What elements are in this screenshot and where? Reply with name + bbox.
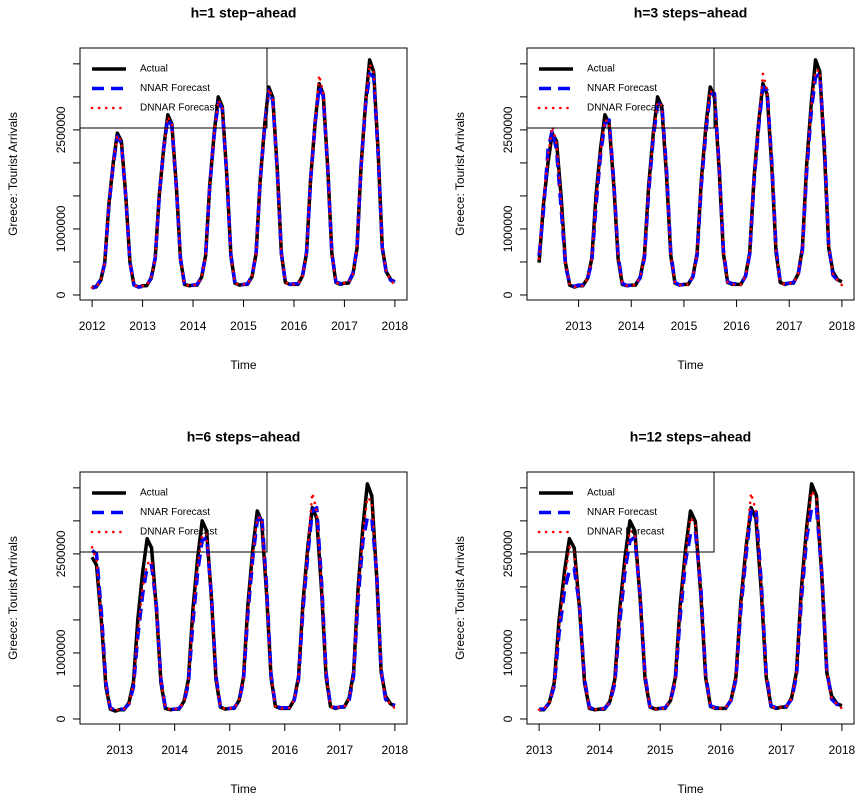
y-tick-label: 1000000 — [501, 205, 515, 252]
x-tick-label: 2015 — [230, 319, 257, 333]
y-tick-label: 2500000 — [54, 530, 68, 577]
legend-label: Actual — [587, 488, 615, 499]
x-axis-label: Time — [677, 358, 704, 372]
x-tick-label: 2014 — [586, 743, 613, 757]
series-line — [92, 58, 396, 289]
series-line — [537, 69, 844, 289]
series-line — [537, 72, 843, 289]
panel: h=1 step−ahead Time Greece: Tourist Arriva… — [6, 5, 408, 372]
chart-title: h=1 step−ahead — [191, 5, 297, 21]
legend-label: DNNAR Forecast — [140, 527, 217, 538]
legend-box — [79, 471, 268, 553]
series-line — [539, 482, 843, 712]
x-tick-label: 2016 — [281, 319, 308, 333]
legend-label: Actual — [587, 64, 615, 75]
x-tick-label: 2014 — [618, 319, 645, 333]
x-tick-label: 2015 — [216, 743, 243, 757]
chart-title: h=12 steps−ahead — [630, 429, 751, 445]
y-axis-label: Greece: Tourist Arrivals — [6, 112, 20, 236]
y-tick-label: 0 — [501, 715, 515, 722]
panel: h=6 steps−ahead Time Greece: Tourist Arriv… — [6, 429, 408, 796]
y-tick-label: 2500000 — [501, 106, 515, 153]
legend-box — [526, 47, 715, 129]
series-line — [537, 489, 844, 712]
x-tick-label: 2015 — [647, 743, 674, 757]
chart-title: h=6 steps−ahead — [187, 429, 301, 445]
legend-box — [526, 471, 715, 553]
x-tick-label: 2013 — [565, 319, 592, 333]
panel: h=3 steps−ahead Time Greece: Tourist Arriv… — [453, 5, 855, 372]
x-tick-label: 2017 — [331, 319, 358, 333]
x-axis-label: Time — [230, 358, 257, 372]
x-tick-label: 2018 — [829, 743, 856, 757]
legend-label: DNNAR Forecast — [140, 103, 217, 114]
x-tick-label: 2018 — [382, 319, 409, 333]
x-tick-label: 2017 — [776, 319, 803, 333]
x-tick-label: 2013 — [129, 319, 156, 333]
y-tick-label: 0 — [54, 291, 68, 298]
y-axis-label: Greece: Tourist Arrivals — [453, 112, 467, 236]
legend-label: NNAR Forecast — [140, 83, 210, 94]
series-line — [90, 491, 397, 712]
legend-label: NNAR Forecast — [587, 507, 657, 518]
legend-label: Actual — [140, 488, 168, 499]
x-tick-label: 2012 — [79, 319, 106, 333]
series-line — [91, 72, 396, 290]
legend-label: DNNAR Forecast — [587, 103, 664, 114]
x-axis-label: Time — [230, 782, 257, 796]
y-tick-label: 2500000 — [54, 106, 68, 153]
legend-label: DNNAR Forecast — [587, 527, 664, 538]
y-axis-label: Greece: Tourist Arrivals — [453, 536, 467, 660]
y-tick-label: 2500000 — [501, 530, 515, 577]
legend-label: NNAR Forecast — [587, 83, 657, 94]
x-tick-label: 2016 — [723, 319, 750, 333]
legend-box — [79, 47, 268, 129]
x-tick-label: 2013 — [106, 743, 133, 757]
x-tick-label: 2018 — [382, 743, 409, 757]
x-tick-label: 2016 — [271, 743, 298, 757]
series-line — [90, 62, 397, 290]
x-tick-label: 2016 — [707, 743, 734, 757]
legend-label: NNAR Forecast — [140, 507, 210, 518]
x-tick-label: 2014 — [180, 319, 207, 333]
x-tick-label: 2014 — [161, 743, 188, 757]
y-tick-label: 1000000 — [501, 629, 515, 676]
x-tick-label: 2018 — [829, 319, 856, 333]
panel: h=12 steps−ahead Time Greece: Tourist Arri… — [453, 429, 855, 796]
y-tick-label: 1000000 — [54, 629, 68, 676]
y-tick-label: 0 — [54, 715, 68, 722]
x-tick-label: 2017 — [326, 743, 353, 757]
x-tick-label: 2015 — [671, 319, 698, 333]
x-tick-label: 2013 — [526, 743, 553, 757]
series-line — [537, 58, 843, 289]
x-tick-label: 2017 — [768, 743, 795, 757]
x-axis-label: Time — [677, 782, 704, 796]
y-tick-label: 0 — [501, 291, 515, 298]
chart-title: h=3 steps−ahead — [634, 5, 748, 21]
legend-label: Actual — [140, 64, 168, 75]
y-tick-label: 1000000 — [54, 205, 68, 252]
y-axis-label: Greece: Tourist Arrivals — [6, 536, 20, 660]
